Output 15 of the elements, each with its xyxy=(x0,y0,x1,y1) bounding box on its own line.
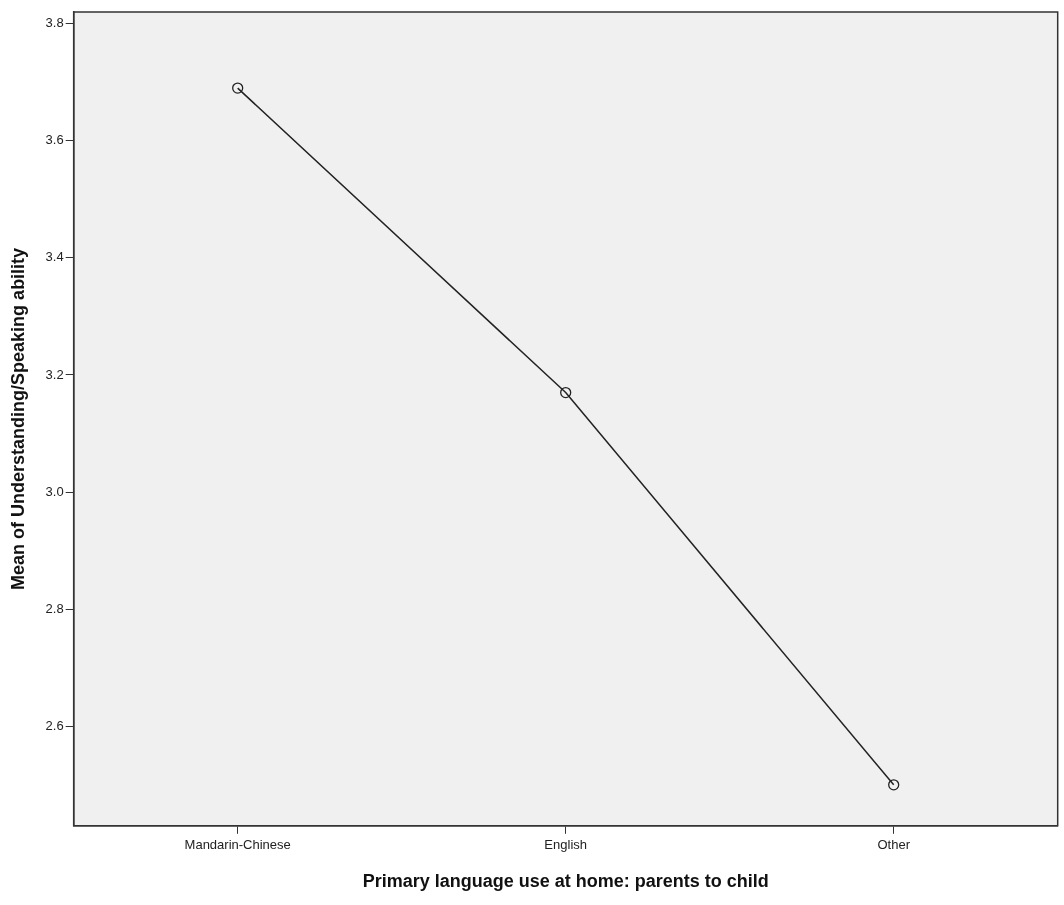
y-axis-title: Mean of Understanding/Speaking ability xyxy=(7,247,28,590)
y-tick-label: 3.4 xyxy=(45,249,64,265)
y-tick-label: 3.8 xyxy=(45,15,64,31)
point xyxy=(232,82,244,94)
x-tick-label: Mandarin-Chinese xyxy=(184,837,291,853)
x-tick-label: Other xyxy=(877,837,911,853)
x-tick-label: English xyxy=(544,837,588,853)
point xyxy=(888,779,900,791)
y-tick-label: 3.0 xyxy=(45,483,64,499)
y-tick-label: 3.2 xyxy=(45,366,64,382)
y-tick-label: 2.6 xyxy=(45,717,64,733)
x-axis-title: Primary language use at home: parents to child xyxy=(362,871,769,892)
point xyxy=(560,386,572,399)
y-tick-label: 3.6 xyxy=(45,132,64,148)
y-tick-label: 2.8 xyxy=(45,600,64,616)
